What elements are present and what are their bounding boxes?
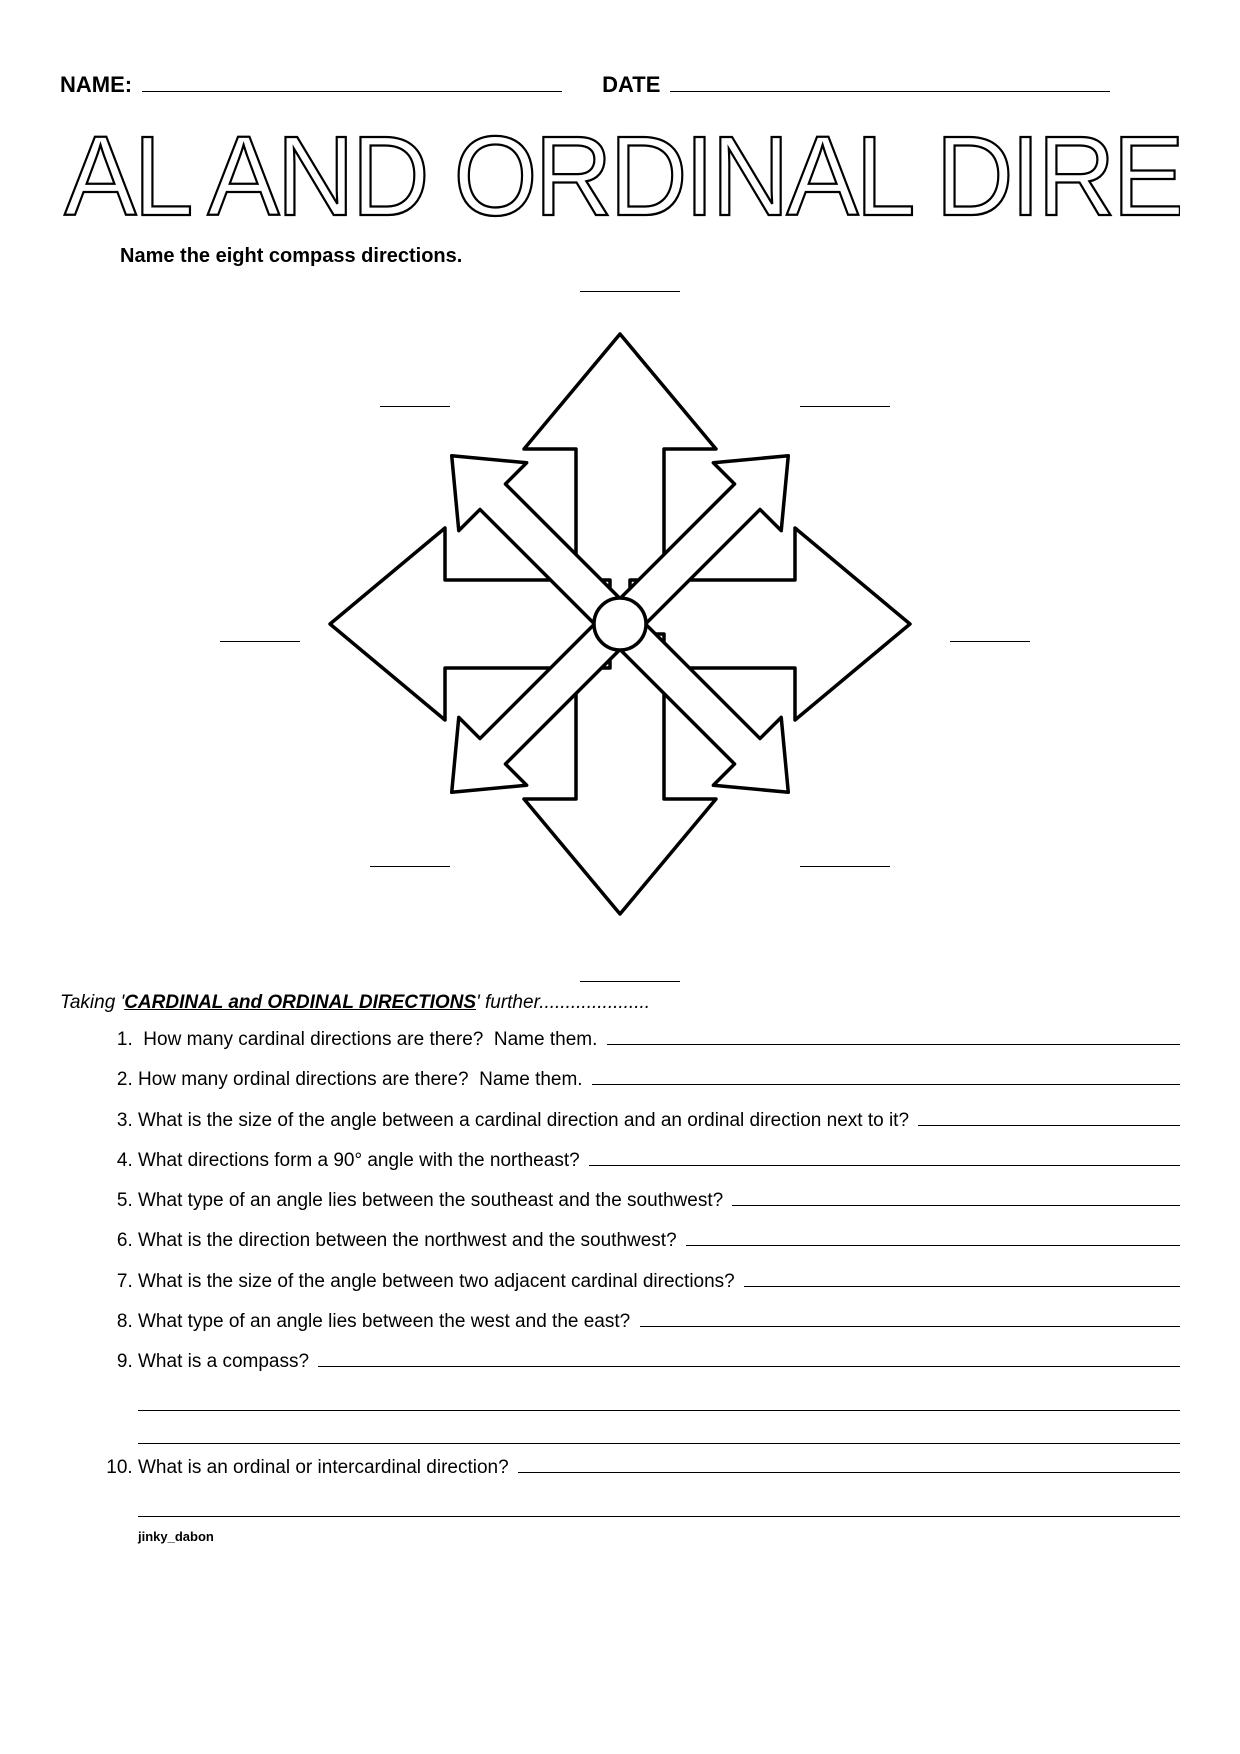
question-item: How many ordinal directions are there? N… <box>138 1060 1180 1100</box>
question-text: How many ordinal directions are there? N… <box>138 1064 588 1096</box>
question-item: What is the direction between the northw… <box>138 1221 1180 1261</box>
question-text: What is the direction between the northw… <box>138 1225 682 1257</box>
footer-credit: jinky_dabon <box>138 1529 1180 1544</box>
further-suffix: ' further..................... <box>476 992 650 1013</box>
answer-blank[interactable] <box>686 1227 1180 1246</box>
question-row: What is a compass? <box>138 1346 1180 1378</box>
question-row: What is the direction between the northw… <box>138 1225 1180 1257</box>
answer-blank[interactable] <box>640 1308 1181 1327</box>
compass-rose <box>310 314 930 934</box>
blank-w[interactable] <box>220 624 300 642</box>
answer-blank[interactable] <box>518 1454 1180 1473</box>
question-row: What is the size of the angle between tw… <box>138 1266 1180 1298</box>
question-text: What directions form a 90° angle with th… <box>138 1145 585 1177</box>
date-blank[interactable] <box>670 70 1110 92</box>
title-art: .t { font-family: Impact, 'Arial Black',… <box>60 112 1180 232</box>
answer-blank-extra[interactable] <box>138 1421 1180 1444</box>
answer-blank[interactable] <box>918 1107 1180 1126</box>
question-item: What is the size of the angle between a … <box>138 1101 1180 1141</box>
name-label: NAME: <box>60 72 132 98</box>
question-text: How many cardinal directions are there? … <box>138 1024 603 1056</box>
question-row: What directions form a 90° angle with th… <box>138 1145 1180 1177</box>
date-field: DATE <box>602 70 1110 98</box>
answer-blank[interactable] <box>732 1187 1180 1206</box>
compass-wrap <box>210 274 1030 974</box>
blank-sw[interactable] <box>370 849 450 867</box>
title-text: CARDINAL AND ORDINAL DIRECTIONS <box>60 114 1180 232</box>
question-text: What is the size of the angle between tw… <box>138 1266 740 1298</box>
blank-se[interactable] <box>800 849 890 867</box>
question-text: What type of an angle lies between the w… <box>138 1306 636 1338</box>
answer-blank[interactable] <box>318 1348 1180 1367</box>
blank-n[interactable] <box>580 274 680 292</box>
name-field: NAME: <box>60 70 562 98</box>
answer-blank-extra[interactable] <box>138 1389 1180 1412</box>
further-prefix: Taking ' <box>60 992 124 1013</box>
question-text: What is a compass? <box>138 1346 314 1378</box>
question-row: What type of an angle lies between the s… <box>138 1185 1180 1217</box>
compass-center <box>594 598 646 650</box>
question-list: How many cardinal directions are there? … <box>138 1020 1180 1521</box>
question-item: What type of an angle lies between the w… <box>138 1302 1180 1342</box>
name-blank[interactable] <box>142 70 562 92</box>
answer-blank[interactable] <box>589 1147 1180 1166</box>
blank-nw[interactable] <box>380 389 450 407</box>
date-label: DATE <box>602 72 660 98</box>
answer-blank[interactable] <box>607 1026 1180 1045</box>
blank-e[interactable] <box>950 624 1030 642</box>
answer-blank-extra[interactable] <box>138 1495 1180 1518</box>
blank-s[interactable] <box>580 964 680 982</box>
question-item: What directions form a 90° angle with th… <box>138 1141 1180 1181</box>
question-item: What is an ordinal or intercardinal dire… <box>138 1448 1180 1521</box>
further-line: Taking 'CARDINAL and ORDINAL DIRECTIONS'… <box>60 992 1180 1014</box>
question-row: How many cardinal directions are there? … <box>138 1024 1180 1056</box>
further-bold: CARDINAL and ORDINAL DIRECTIONS <box>124 992 476 1013</box>
answer-blank[interactable] <box>744 1268 1180 1287</box>
header-row: NAME: DATE <box>60 70 1180 98</box>
question-row: What is the size of the angle between a … <box>138 1105 1180 1137</box>
question-row: What type of an angle lies between the w… <box>138 1306 1180 1338</box>
question-item: What type of an angle lies between the s… <box>138 1181 1180 1221</box>
question-row: What is an ordinal or intercardinal dire… <box>138 1452 1180 1484</box>
question-item: What is the size of the angle between tw… <box>138 1262 1180 1302</box>
question-text: What is the size of the angle between a … <box>138 1105 914 1137</box>
question-text: What type of an angle lies between the s… <box>138 1185 728 1217</box>
question-text: What is an ordinal or intercardinal dire… <box>138 1452 514 1484</box>
instruction-text: Name the eight compass directions. <box>120 245 1180 268</box>
question-item: How many cardinal directions are there? … <box>138 1020 1180 1060</box>
question-row: How many ordinal directions are there? N… <box>138 1064 1180 1096</box>
question-item: What is a compass? <box>138 1342 1180 1448</box>
blank-ne[interactable] <box>800 389 890 407</box>
answer-blank[interactable] <box>592 1066 1180 1085</box>
